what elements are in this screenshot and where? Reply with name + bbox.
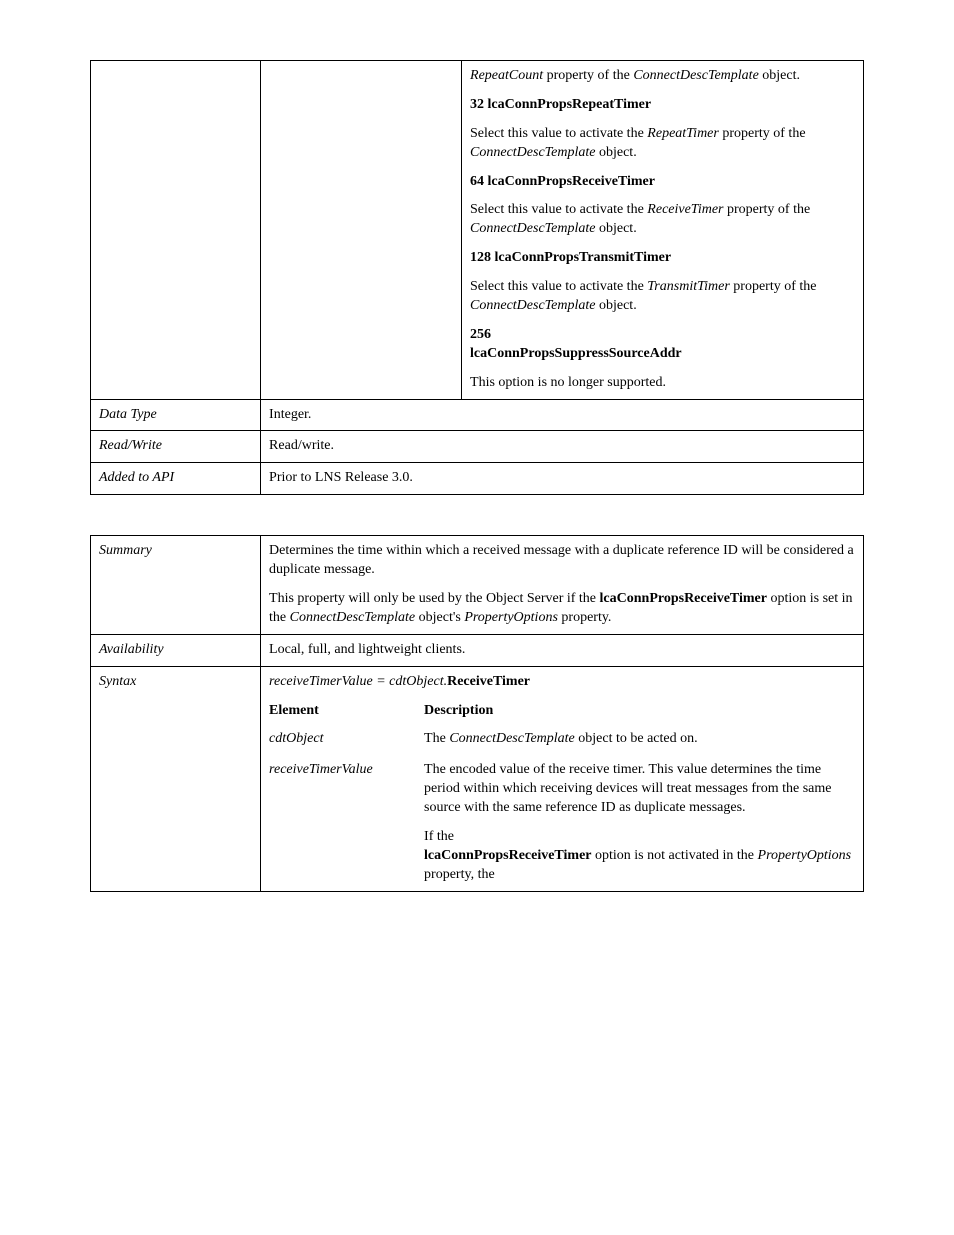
summary-value: Determines the time within which a recei… bbox=[261, 536, 864, 635]
option-desc: Select this value to activate the Repeat… bbox=[470, 125, 855, 163]
syntax-label: Syntax bbox=[91, 666, 261, 891]
empty-cell bbox=[91, 61, 261, 400]
option-desc: Select this value to activate the Transm… bbox=[470, 278, 855, 316]
option-desc: This option is no longer supported. bbox=[470, 374, 855, 393]
property-options-table: RepeatCount property of the ConnectDescT… bbox=[90, 60, 864, 495]
options-cell: RepeatCount property of the ConnectDescT… bbox=[462, 61, 864, 400]
description-header: Description bbox=[424, 702, 855, 721]
availability-label: Availability bbox=[91, 634, 261, 666]
summary-para-1: Determines the time within which a recei… bbox=[269, 542, 855, 580]
added-to-api-label: Added to API bbox=[91, 463, 261, 495]
availability-value: Local, full, and lightweight clients. bbox=[261, 634, 864, 666]
syntax-value: receiveTimerValue = cdtObject.ReceiveTim… bbox=[261, 666, 864, 891]
element-name: receiveTimerValue bbox=[269, 761, 424, 884]
summary-label: Summary bbox=[91, 536, 261, 635]
datatype-label: Data Type bbox=[91, 399, 261, 431]
summary-para-2: This property will only be used by the O… bbox=[269, 590, 855, 628]
element-desc: The encoded value of the receive timer. … bbox=[424, 761, 855, 884]
receive-timer-table: Summary Determines the time within which… bbox=[90, 535, 864, 891]
readwrite-value: Read/write. bbox=[261, 431, 864, 463]
option-heading: 128 lcaConnPropsTransmitTimer bbox=[470, 249, 855, 268]
option-intro: RepeatCount property of the ConnectDescT… bbox=[470, 67, 855, 86]
element-row-receivetimervalue: receiveTimerValue The encoded value of t… bbox=[269, 761, 855, 884]
option-desc: Select this value to activate the Receiv… bbox=[470, 201, 855, 239]
option-heading: 256lcaConnPropsSuppressSourceAddr bbox=[470, 326, 855, 364]
element-header: Element bbox=[269, 702, 424, 721]
readwrite-label: Read/Write bbox=[91, 431, 261, 463]
datatype-value: Integer. bbox=[261, 399, 864, 431]
added-to-api-value: Prior to LNS Release 3.0. bbox=[261, 463, 864, 495]
element-name: cdtObject bbox=[269, 730, 424, 749]
element-header-row: Element Description bbox=[269, 702, 855, 721]
element-row-cdtobject: cdtObject The ConnectDescTemplate object… bbox=[269, 730, 855, 749]
option-heading: 64 lcaConnPropsReceiveTimer bbox=[470, 173, 855, 192]
element-desc: The ConnectDescTemplate object to be act… bbox=[424, 730, 855, 749]
empty-cell bbox=[261, 61, 462, 400]
syntax-expression: receiveTimerValue = cdtObject.ReceiveTim… bbox=[269, 673, 855, 692]
option-heading: 32 lcaConnPropsRepeatTimer bbox=[470, 96, 855, 115]
